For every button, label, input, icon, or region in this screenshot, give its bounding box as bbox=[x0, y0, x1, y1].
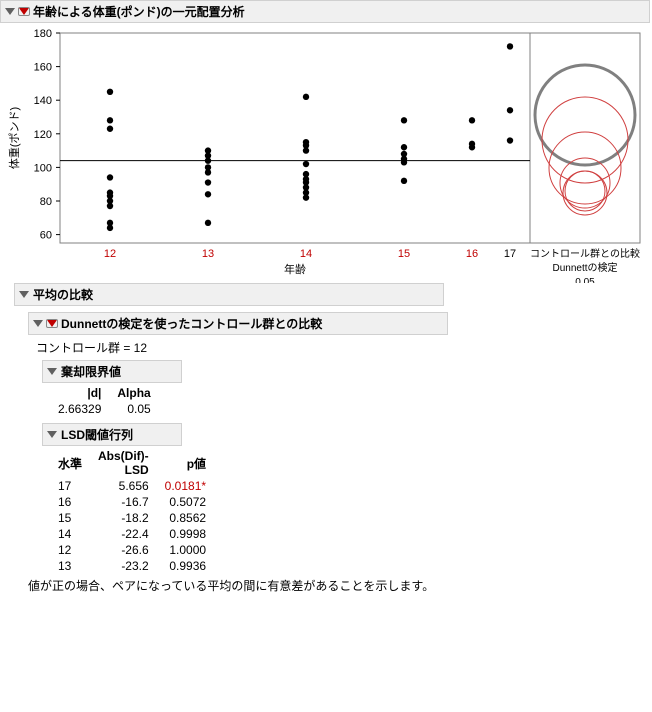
table-row: 13-23.20.9936 bbox=[50, 558, 214, 574]
svg-text:13: 13 bbox=[202, 248, 214, 260]
disclosure-icon[interactable] bbox=[47, 431, 57, 438]
table-header: Alpha bbox=[109, 385, 158, 401]
table-cell: 0.05 bbox=[109, 401, 158, 417]
table-cell: 17 bbox=[50, 478, 90, 494]
table-header: p値 bbox=[157, 448, 214, 478]
table-row: 16-16.70.5072 bbox=[50, 494, 214, 510]
table-row: 14-22.40.9998 bbox=[50, 526, 214, 542]
table-cell: 1.0000 bbox=[157, 542, 214, 558]
svg-text:コントロール群との比較: コントロール群との比較 bbox=[530, 247, 640, 260]
table-cell: 12 bbox=[50, 542, 90, 558]
table-cell: 2.66329 bbox=[50, 401, 109, 417]
table-cell: -23.2 bbox=[90, 558, 157, 574]
table-cell: 0.5072 bbox=[157, 494, 214, 510]
critical-value-title: 棄却限界値 bbox=[61, 363, 121, 380]
critical-value-header: 棄却限界値 bbox=[42, 360, 182, 383]
lsd-matrix-title: LSD閾値行列 bbox=[61, 426, 133, 443]
scatter-chart: 60 80 100 120 140 160 180 体重(ポンド) 12 13 14 15 16 17 年齢… bbox=[0, 23, 650, 283]
svg-text:年齢: 年齢 bbox=[284, 262, 306, 276]
disclosure-icon[interactable] bbox=[5, 8, 15, 15]
disclosure-icon[interactable] bbox=[33, 320, 43, 327]
table-header: 水準 bbox=[50, 448, 90, 478]
svg-text:17: 17 bbox=[504, 248, 516, 260]
table-cell: 0.8562 bbox=[157, 510, 214, 526]
table-cell: -18.2 bbox=[90, 510, 157, 526]
svg-text:140: 140 bbox=[34, 95, 52, 107]
table-cell: 16 bbox=[50, 494, 90, 510]
table-cell: 13 bbox=[50, 558, 90, 574]
mean-compare-header: 平均の比較 bbox=[14, 283, 444, 306]
mean-compare-title: 平均の比較 bbox=[33, 286, 93, 303]
control-group-label: コントロール群 = 12 bbox=[28, 335, 652, 360]
table-header: |d| bbox=[50, 385, 109, 401]
svg-text:Dunnettの検定: Dunnettの検定 bbox=[552, 261, 617, 274]
svg-text:14: 14 bbox=[300, 248, 312, 260]
table-row: 175.6560.0181* bbox=[50, 478, 214, 494]
dunnett-header: Dunnettの検定を使ったコントロール群との比較 bbox=[28, 312, 448, 335]
table-cell: -16.7 bbox=[90, 494, 157, 510]
menu-icon[interactable] bbox=[47, 320, 57, 327]
table-header: Abs(Dif)-LSD bbox=[90, 448, 157, 478]
lsd-matrix-header: LSD閾値行列 bbox=[42, 423, 182, 446]
table-row: 12-26.61.0000 bbox=[50, 542, 214, 558]
svg-text:15: 15 bbox=[398, 248, 410, 260]
footnote: 値が正の場合、ペアになっている平均の間に有意差があることを示します。 bbox=[28, 578, 438, 595]
svg-text:16: 16 bbox=[466, 248, 478, 260]
critical-value-table: |d|Alpha2.663290.05 bbox=[50, 385, 159, 417]
table-cell: 0.0181* bbox=[157, 478, 214, 494]
table-cell: 0.9936 bbox=[157, 558, 214, 574]
table-cell: 14 bbox=[50, 526, 90, 542]
main-section-header: 年齢による体重(ポンド)の一元配置分析 bbox=[0, 0, 650, 23]
disclosure-icon[interactable] bbox=[19, 291, 29, 298]
svg-text:0.05: 0.05 bbox=[575, 277, 595, 283]
table-row: 15-18.20.8562 bbox=[50, 510, 214, 526]
menu-icon[interactable] bbox=[19, 8, 29, 15]
svg-text:80: 80 bbox=[40, 196, 52, 208]
table-cell: -26.6 bbox=[90, 542, 157, 558]
table-cell: 5.656 bbox=[90, 478, 157, 494]
main-title: 年齢による体重(ポンド)の一元配置分析 bbox=[33, 3, 245, 20]
table-cell: 15 bbox=[50, 510, 90, 526]
table-cell: -22.4 bbox=[90, 526, 157, 542]
table-cell: 0.9998 bbox=[157, 526, 214, 542]
svg-text:180: 180 bbox=[34, 28, 52, 40]
svg-text:160: 160 bbox=[34, 62, 52, 74]
svg-text:12: 12 bbox=[104, 248, 116, 260]
svg-text:120: 120 bbox=[34, 129, 52, 141]
lsd-table: 水準Abs(Dif)-LSDp値175.6560.0181*16-16.70.5… bbox=[50, 448, 214, 574]
dunnett-title: Dunnettの検定を使ったコントロール群との比較 bbox=[61, 315, 322, 332]
svg-text:60: 60 bbox=[40, 230, 52, 242]
svg-text:100: 100 bbox=[34, 162, 52, 174]
disclosure-icon[interactable] bbox=[47, 368, 57, 375]
svg-text:体重(ポンド): 体重(ポンド) bbox=[7, 107, 21, 169]
